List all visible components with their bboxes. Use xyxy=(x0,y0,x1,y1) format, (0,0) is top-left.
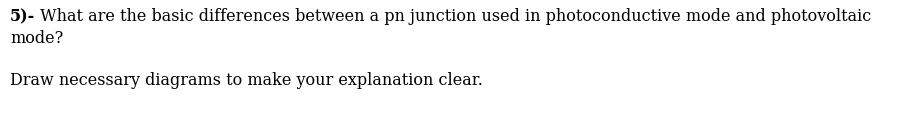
Text: Draw necessary diagrams to make your explanation clear.: Draw necessary diagrams to make your exp… xyxy=(10,72,483,89)
Text: What are the basic differences between a pn junction used in photoconductive mod: What are the basic differences between a… xyxy=(35,8,872,25)
Text: 5)-: 5)- xyxy=(10,8,35,25)
Text: mode?: mode? xyxy=(10,30,64,47)
